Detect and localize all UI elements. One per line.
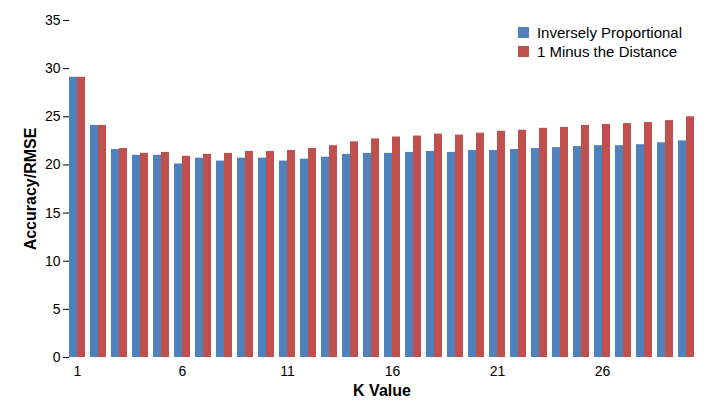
svg-text:16: 16 [385, 363, 401, 379]
svg-text:20: 20 [45, 156, 61, 172]
svg-text:K Value: K Value [353, 382, 411, 399]
svg-text:35: 35 [45, 12, 61, 28]
svg-text:10: 10 [45, 253, 61, 269]
svg-text:Accuracy/RMSE: Accuracy/RMSE [22, 127, 39, 250]
svg-text:0: 0 [53, 349, 61, 365]
svg-text:30: 30 [45, 60, 61, 76]
svg-text:25: 25 [45, 108, 61, 124]
svg-text:5: 5 [53, 301, 61, 317]
svg-text:6: 6 [179, 363, 187, 379]
html-text:Inversely Proportional: Inversely Proportional [536, 24, 682, 41]
svg-text:11: 11 [280, 363, 295, 379]
svg-text:21: 21 [490, 363, 506, 379]
svg-text:1: 1 [74, 363, 82, 379]
svg-text:15: 15 [45, 205, 61, 221]
html-text:1 Minus the Distance: 1 Minus the Distance [536, 43, 677, 60]
svg-text:26: 26 [595, 363, 611, 379]
